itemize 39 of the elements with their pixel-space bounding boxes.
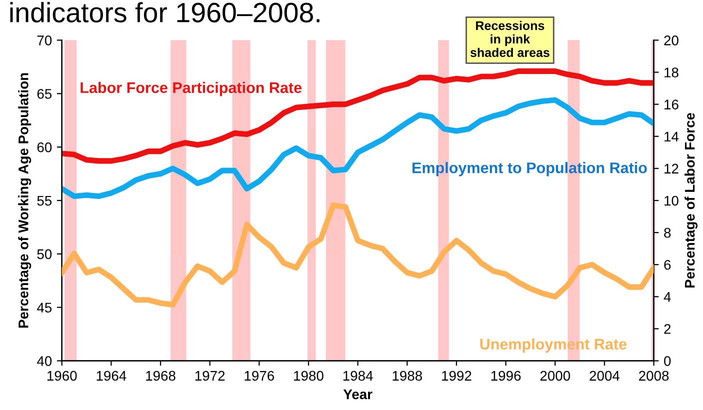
x-tick-label: 1984 bbox=[343, 370, 373, 381]
y2-tick-label: 6 bbox=[664, 260, 671, 270]
y2-tick-label: 10 bbox=[664, 196, 678, 206]
y-tick-label: 45 bbox=[37, 302, 52, 313]
y2-tick-label: 16 bbox=[664, 100, 678, 110]
x-tick-label: 1964 bbox=[96, 370, 126, 381]
y-tick-label: 65 bbox=[37, 88, 52, 99]
y2-tick-label: 18 bbox=[664, 68, 678, 78]
x-tick-label: 1968 bbox=[146, 370, 176, 381]
y-tick-label: 60 bbox=[37, 142, 52, 152]
x-tick-label: 2000 bbox=[540, 370, 570, 381]
x-axis-title: Year bbox=[343, 390, 372, 400]
y2-tick-label: 14 bbox=[664, 132, 679, 142]
text: Employment to Population Ratio bbox=[412, 162, 647, 176]
y2-tick-label: 4 bbox=[664, 292, 671, 302]
y-tick-label: 55 bbox=[37, 196, 52, 206]
y-axis-title: Percentage of Working Age Population bbox=[18, 73, 32, 328]
x-tick-label: 2004 bbox=[590, 370, 620, 381]
x-tick-label: 1980 bbox=[294, 370, 324, 381]
x-tick-label: 1976 bbox=[244, 370, 274, 381]
x-tick-label: 1972 bbox=[195, 370, 225, 381]
y2-tick-label: 20 bbox=[664, 36, 678, 46]
x-tick-label: 1992 bbox=[442, 370, 472, 381]
x-tick-label: 1960 bbox=[47, 370, 77, 381]
text: Unemployment Rate bbox=[480, 338, 626, 353]
series-label: Labor Force Participation Rate bbox=[80, 82, 302, 96]
y-tick-label: 40 bbox=[37, 356, 52, 366]
y2-axis-title: Percentage of Labor Force bbox=[684, 112, 698, 288]
annotation: Recessions in pink shaded areas bbox=[470, 20, 550, 57]
x-tick-label: 1996 bbox=[491, 370, 521, 381]
y2-tick-label: 2 bbox=[664, 324, 671, 334]
y-tick-label: 50 bbox=[37, 249, 52, 260]
y2-tick-label: 8 bbox=[664, 228, 671, 238]
x-tick-label: 1988 bbox=[392, 370, 422, 381]
y-tick-label: 70 bbox=[37, 36, 52, 46]
x-tick-label: 2008 bbox=[639, 370, 669, 381]
y2-tick-label: 0 bbox=[664, 356, 671, 366]
chart-title: indicators for 1960–2008. bbox=[10, 2, 320, 22]
y2-tick-label: 12 bbox=[664, 164, 678, 174]
